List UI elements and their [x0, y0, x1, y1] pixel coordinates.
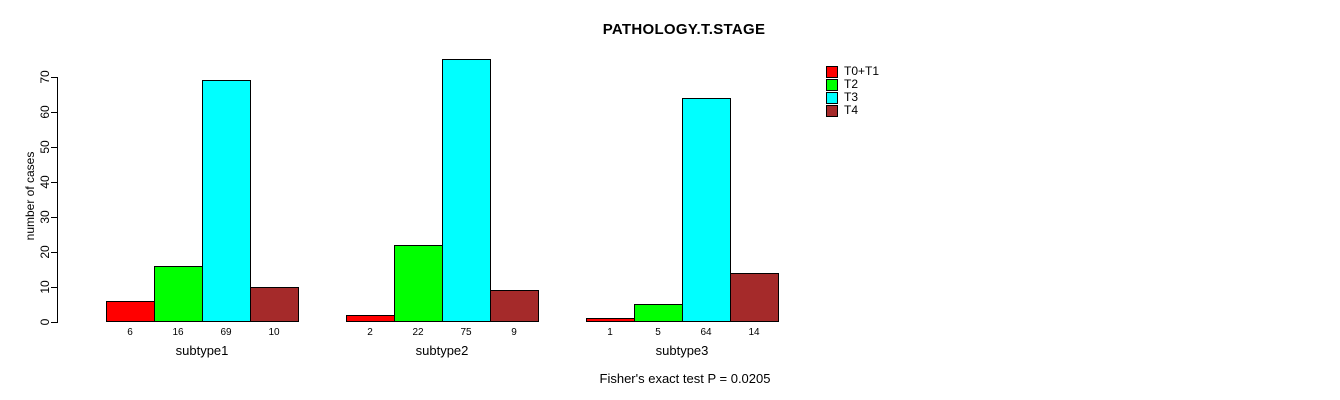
- legend-label: T3: [844, 90, 859, 104]
- bar-subtype2-T3: [442, 59, 491, 322]
- legend-item-T0+T1: T0+T1: [826, 65, 879, 78]
- y-tick-label: 30: [38, 210, 52, 224]
- y-tick-label: 50: [38, 140, 52, 154]
- bar-value-label: 1: [607, 327, 613, 338]
- bar-value-label: 69: [220, 327, 232, 338]
- bar-subtype1-T2: [154, 266, 203, 322]
- bar-value-label: 16: [172, 327, 184, 338]
- y-tick-mark: [51, 77, 57, 78]
- y-tick-mark: [51, 182, 57, 183]
- y-axis-line: [57, 77, 58, 323]
- legend-swatch-icon: [826, 65, 838, 78]
- legend-swatch-icon: [826, 91, 838, 104]
- footer-annotation: Fisher's exact test P = 0.0205: [599, 371, 771, 386]
- bar-value-label: 9: [511, 327, 517, 338]
- legend-item-T3: T3: [826, 91, 879, 104]
- legend-item-T4: T4: [826, 104, 879, 117]
- y-tick-label: 40: [38, 175, 52, 189]
- bar-subtype3-T3: [682, 98, 731, 322]
- bar-value-label: 6: [127, 327, 133, 338]
- x-category-label: subtype1: [175, 343, 229, 358]
- legend-swatch-icon: [826, 104, 838, 117]
- bar-value-label: 10: [268, 327, 280, 338]
- bar-subtype1-T4: [250, 287, 299, 322]
- y-tick-mark: [51, 147, 57, 148]
- legend: T0+T1 T2 T3 T4: [826, 65, 879, 117]
- y-tick-label: 10: [38, 280, 52, 294]
- bar-subtype2-T0+T1: [346, 315, 395, 322]
- bar-subtype1-T0+T1: [106, 301, 155, 322]
- y-tick-mark: [51, 287, 57, 288]
- bar-subtype3-T2: [634, 304, 683, 322]
- legend-item-T2: T2: [826, 78, 879, 91]
- bar-value-label: 75: [460, 327, 472, 338]
- legend-label: T4: [844, 103, 859, 117]
- legend-label: T2: [844, 77, 859, 91]
- y-tick-label: 70: [38, 70, 52, 84]
- y-tick-mark: [51, 252, 57, 253]
- y-axis-label: number of cases: [23, 151, 37, 241]
- bar-value-label: 14: [748, 327, 760, 338]
- legend-label: T0+T1: [844, 64, 880, 78]
- y-tick-mark: [51, 217, 57, 218]
- y-tick-label: 0: [38, 318, 52, 326]
- y-tick-label: 60: [38, 105, 52, 119]
- bar-value-label: 22: [412, 327, 424, 338]
- x-category-label: subtype2: [415, 343, 469, 358]
- bar-subtype2-T4: [490, 290, 539, 322]
- bar-subtype2-T2: [394, 245, 443, 322]
- bar-subtype3-T0+T1: [586, 318, 635, 322]
- bar-value-label: 5: [655, 327, 661, 338]
- x-category-label: subtype3: [655, 343, 709, 358]
- bar-subtype1-T3: [202, 80, 251, 322]
- legend-swatch-icon: [826, 78, 838, 91]
- y-tick-label: 20: [38, 245, 52, 259]
- bar-value-label: 64: [700, 327, 712, 338]
- bar-value-label: 2: [367, 327, 373, 338]
- bar-subtype3-T4: [730, 273, 779, 322]
- y-tick-mark: [51, 322, 57, 323]
- chart-title: PATHOLOGY.T.STAGE: [602, 21, 766, 38]
- y-tick-mark: [51, 112, 57, 113]
